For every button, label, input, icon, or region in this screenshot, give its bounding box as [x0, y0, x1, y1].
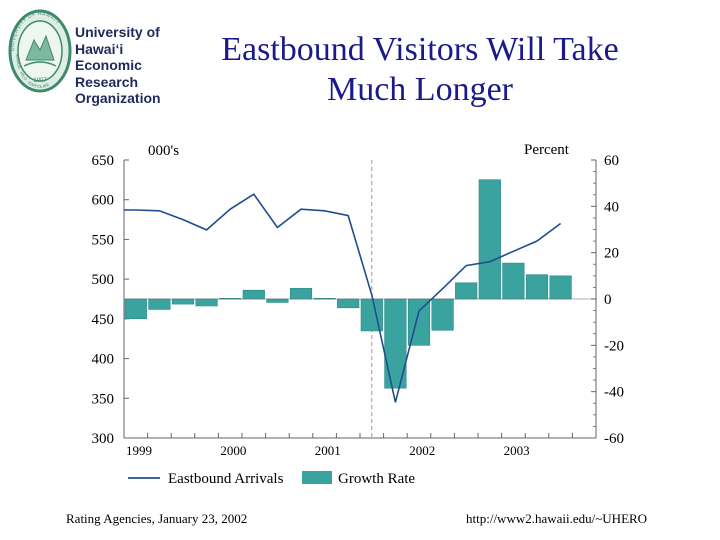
x-axis-year-label: 2001: [315, 443, 341, 458]
growth-rate-bar: [455, 282, 478, 300]
organization-name: University of Hawai‘i Economic Research …: [75, 24, 161, 107]
x-axis-year-label: 2002: [409, 443, 435, 458]
uhero-seal-logo: 1907 UNIVERSITY OF HAWAI‘I MĀNOA · HILO …: [8, 9, 72, 93]
growth-rate-bar: [195, 298, 218, 307]
org-name-line: Organization: [75, 90, 161, 106]
slide-title: Eastbound Visitors Will Take Much Longer: [160, 30, 680, 110]
left-axis-title: 000's: [148, 143, 179, 159]
growth-rate-bar: [242, 289, 265, 300]
left-axis-tick-label: 400: [92, 352, 115, 368]
growth-rate-bar: [124, 298, 147, 319]
right-axis-tick-label: 20: [604, 246, 619, 262]
slide-title-line: Much Longer: [326, 71, 513, 108]
left-axis-tick-label: 500: [92, 272, 115, 288]
right-axis-tick-label: -20: [604, 338, 624, 354]
right-axis-tick-label: 40: [604, 199, 619, 215]
growth-rate-bar: [266, 298, 289, 303]
slide-title-line: Eastbound Visitors Will Take: [221, 31, 619, 68]
footer-right-url: http://www2.hawaii.edu/~UHERO: [466, 511, 648, 526]
growth-rate-bar: [171, 298, 195, 305]
left-axis-tick-label: 600: [92, 193, 115, 209]
org-name-line: Economic: [75, 57, 142, 73]
growth-rate-bar: [289, 288, 313, 300]
left-axis-tick-label: 550: [92, 232, 115, 248]
growth-rate-bar: [478, 179, 501, 300]
growth-rate-bar: [337, 298, 360, 309]
right-axis-tick-label: 0: [604, 292, 612, 308]
left-axis-tick-label: 650: [92, 153, 115, 169]
org-name-line: University of: [75, 24, 160, 40]
growth-rate-bar: [502, 262, 525, 300]
right-axis-title: Percent: [524, 142, 570, 158]
right-axis-tick-label: 60: [604, 153, 619, 169]
eastbound-arrivals-line: [124, 193, 562, 403]
org-name-line: Hawai‘i: [75, 40, 124, 57]
legend-label: Eastbound Arrivals: [168, 471, 284, 487]
legend-bar-swatch: [302, 471, 332, 484]
left-axis-tick-label: 350: [92, 391, 115, 407]
x-axis-year-label: 2003: [504, 443, 530, 458]
growth-rate-bar: [148, 298, 171, 310]
org-name-line: Research: [75, 73, 139, 90]
growth-rate-bar: [525, 274, 549, 300]
legend-label: Growth Rate: [338, 471, 415, 487]
x-axis-year-label: 2000: [220, 443, 246, 458]
right-axis-tick-label: -60: [604, 431, 624, 447]
seal-year: 1907: [33, 78, 47, 84]
growth-rate-bar: [549, 275, 572, 300]
left-axis-tick-label: 300: [92, 431, 115, 447]
growth-rate-bar: [431, 298, 454, 331]
x-axis-year-label: 1999: [126, 443, 152, 458]
right-axis-tick-label: -40: [604, 385, 624, 401]
footer-left-text: Rating Agencies, January 23, 2002: [66, 511, 248, 526]
left-axis-tick-label: 450: [92, 312, 115, 328]
